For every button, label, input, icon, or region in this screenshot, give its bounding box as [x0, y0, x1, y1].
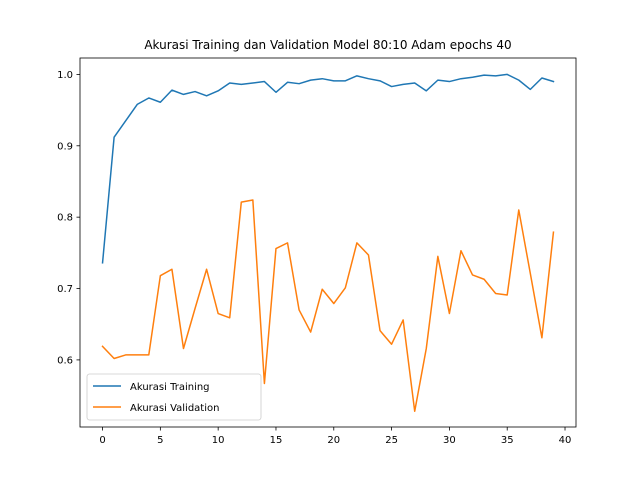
- series-line-training: [101, 73, 555, 264]
- y-tick-label: 0.9: [57, 141, 73, 152]
- chart-title: Akurasi Training dan Validation Model 80…: [144, 38, 511, 52]
- x-tick-label: 35: [501, 435, 514, 446]
- x-tick-label: 5: [157, 435, 163, 446]
- plot-area: 0 5 10 15 20 25 30 35 40 0.6 0.7 0.8 0.9 1.0: [57, 57, 577, 446]
- axes-frame: [79, 57, 577, 428]
- x-tick-label: 30: [443, 435, 456, 446]
- y-tick-label: 0.8: [57, 213, 73, 224]
- x-tick-label: 15: [270, 435, 283, 446]
- legend-box: [86, 373, 262, 421]
- x-tick-label: 40: [559, 435, 572, 446]
- legend-label: Akurasi Training: [130, 382, 210, 393]
- x-tick-label: 20: [327, 435, 340, 446]
- y-tick-label: 0.6: [57, 355, 73, 366]
- y-tick-label: 0.7: [57, 284, 73, 295]
- y-tick-label: 1.0: [57, 70, 73, 81]
- series-line-validation: [101, 199, 555, 413]
- x-tick-label: 10: [212, 435, 225, 446]
- x-tick-label: 0: [99, 435, 105, 446]
- legend: Akurasi Training Akurasi Validation: [86, 373, 262, 421]
- legend-label: Akurasi Validation: [130, 403, 219, 414]
- x-tick-label: 25: [385, 435, 398, 446]
